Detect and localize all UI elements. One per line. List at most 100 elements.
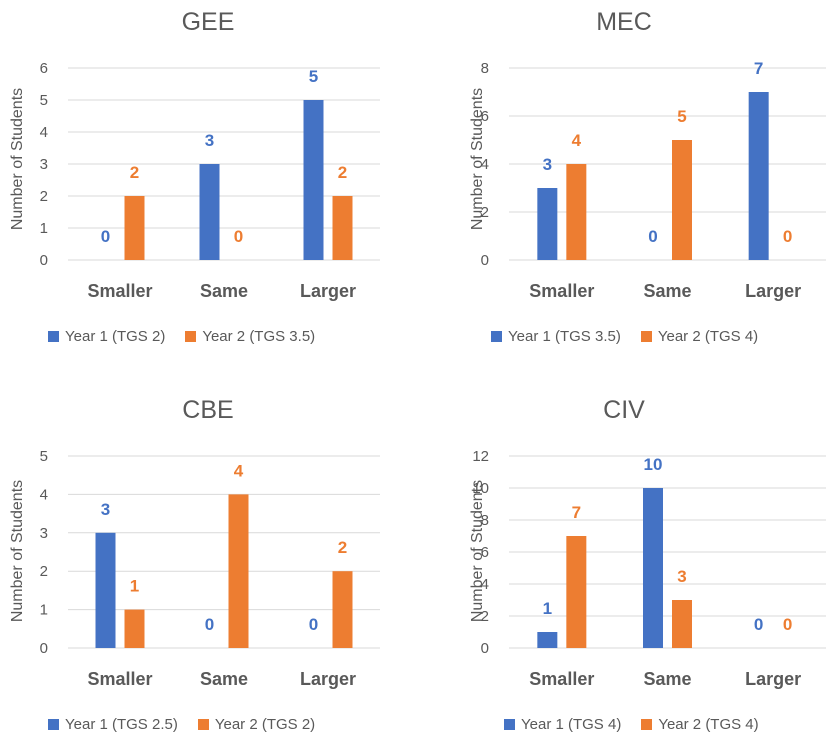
data-label: 0 — [754, 615, 763, 634]
data-label: 0 — [783, 227, 792, 246]
chart-legend: Year 1 (TGS 3.5) Year 2 (TGS 4) — [491, 328, 778, 345]
x-tick-label: Larger — [300, 281, 356, 301]
y-tick-label: 6 — [40, 60, 48, 77]
bar-year2 — [672, 600, 692, 648]
y-tick-label: 1 — [40, 602, 48, 619]
legend-swatch-year1 — [48, 331, 59, 342]
data-label: 10 — [644, 455, 663, 474]
y-tick-label: 6 — [481, 108, 489, 125]
bar-year1 — [748, 92, 769, 260]
chart-legend: Year 1 (TGS 2) Year 2 (TGS 3.5) — [48, 328, 335, 345]
bar-year1 — [537, 632, 558, 648]
x-tick-label: Larger — [300, 669, 356, 689]
data-label: 5 — [677, 107, 686, 126]
bar-year1 — [199, 164, 220, 260]
x-tick-label: Same — [200, 281, 248, 301]
data-label: 2 — [338, 163, 347, 182]
data-label: 3 — [101, 500, 110, 519]
data-label: 2 — [338, 538, 347, 557]
y-tick-label: 0 — [40, 252, 48, 269]
data-label: 0 — [783, 615, 792, 634]
y-tick-label: 1 — [40, 220, 48, 237]
legend-label: Year 1 (TGS 4) — [521, 716, 622, 733]
legend-item-year1: Year 1 (TGS 2) — [48, 328, 165, 345]
data-label: 7 — [572, 503, 581, 522]
bar-year1 — [643, 488, 663, 648]
y-tick-label: 8 — [481, 60, 489, 77]
y-tick-label: 2 — [40, 188, 48, 205]
legend-label: Year 2 (TGS 3.5) — [202, 328, 316, 345]
chart-legend: Year 1 (TGS 2.5) Year 2 (TGS 2) — [48, 716, 335, 733]
chart-panel-gee: GEE Number of Students 0 1 2 3 4 5 6 0 2 Smaller 3… — [0, 0, 416, 369]
x-tick-label: Smaller — [529, 281, 594, 301]
y-tick-label: 2 — [481, 204, 489, 221]
bar-year2 — [566, 536, 587, 648]
legend-label: Year 1 (TGS 2) — [65, 328, 166, 345]
legend-item-year2: Year 2 (TGS 3.5) — [185, 328, 315, 345]
bar-chart-mec: 0 2 4 6 8 3 4 Smaller 0 5 Same 7 0 Larger — [481, 59, 826, 301]
chart-title: CIV — [603, 396, 645, 424]
legend-item-year2: Year 2 (TGS 2) — [197, 716, 316, 733]
data-label: 0 — [101, 227, 110, 246]
data-label: 0 — [309, 615, 318, 634]
x-tick-label: Smaller — [87, 669, 152, 689]
x-tick-label: Larger — [745, 669, 801, 689]
legend-swatch-year2 — [641, 719, 653, 730]
legend-swatch-year2 — [640, 331, 652, 342]
chart-title: CBE — [182, 396, 234, 424]
legend-swatch-year1 — [504, 719, 515, 730]
legend-swatch-year1 — [48, 719, 59, 730]
y-tick-label: 4 — [481, 156, 489, 173]
legend-label: Year 2 (TGS 2) — [214, 716, 316, 733]
y-tick-label: 12 — [472, 448, 489, 465]
y-tick-label: 0 — [481, 252, 489, 269]
data-label: 0 — [648, 227, 657, 246]
y-tick-label: 4 — [40, 124, 48, 141]
y-tick-label: 3 — [40, 525, 48, 542]
y-tick-label: 5 — [40, 448, 48, 465]
legend-item-year2: Year 2 (TGS 4) — [641, 716, 759, 733]
bar-year2 — [332, 571, 353, 648]
legend-label: Year 2 (TGS 4) — [657, 328, 759, 345]
bar-year2 — [672, 140, 692, 260]
data-label: 3 — [543, 155, 552, 174]
legend-item-year2: Year 2 (TGS 4) — [640, 328, 759, 345]
y-tick-label: 0 — [40, 640, 48, 657]
legend-swatch-year1 — [491, 331, 502, 342]
y-tick-label: 6 — [481, 544, 489, 561]
bar-year2 — [332, 196, 353, 260]
data-label: 4 — [234, 461, 244, 480]
chart-title: MEC — [596, 8, 652, 36]
data-label: 0 — [205, 615, 214, 634]
legend-swatch-year2 — [197, 719, 209, 730]
x-tick-label: Same — [643, 281, 691, 301]
bar-chart-gee: 0 1 2 3 4 5 6 0 2 Smaller 3 0 Same 5 2 Larger — [40, 60, 380, 301]
bar-year2 — [566, 164, 587, 260]
x-tick-label: Smaller — [87, 281, 152, 301]
chart-panel-civ: CIV Number of Students 0 2 4 6 8 10 12 1 7 Smalle… — [416, 370, 832, 739]
y-tick-label: 0 — [481, 640, 489, 657]
bar-chart-cbe: 0 1 2 3 4 5 3 1 Smaller 0 4 Same 0 2 Larger — [40, 448, 380, 689]
y-tick-label: 10 — [472, 480, 489, 497]
chart-title: GEE — [181, 8, 235, 36]
x-tick-label: Smaller — [529, 669, 594, 689]
legend-item-year1: Year 1 (TGS 2.5) — [48, 716, 178, 733]
x-tick-label: Same — [200, 669, 248, 689]
data-label: 1 — [543, 599, 552, 618]
data-label: 3 — [205, 131, 214, 150]
chart-panel-mec: MEC Number of Students 0 2 4 6 8 3 4 Smaller 0 5 S… — [416, 0, 832, 369]
x-tick-label: Larger — [745, 281, 801, 301]
legend-label: Year 1 (TGS 3.5) — [508, 328, 621, 345]
bar-year2 — [124, 609, 145, 648]
legend-swatch-year2 — [185, 331, 197, 342]
legend-item-year1: Year 1 (TGS 4) — [504, 716, 621, 733]
bar-year2 — [228, 494, 249, 648]
x-tick-label: Same — [643, 669, 691, 689]
bar-year1 — [537, 188, 558, 260]
legend-label: Year 2 (TGS 4) — [658, 716, 759, 733]
bar-year1 — [95, 532, 116, 648]
bar-year1 — [303, 100, 324, 260]
y-tick-label: 2 — [481, 608, 489, 625]
legend-item-year1: Year 1 (TGS 3.5) — [491, 328, 621, 345]
y-tick-label: 4 — [40, 486, 48, 503]
